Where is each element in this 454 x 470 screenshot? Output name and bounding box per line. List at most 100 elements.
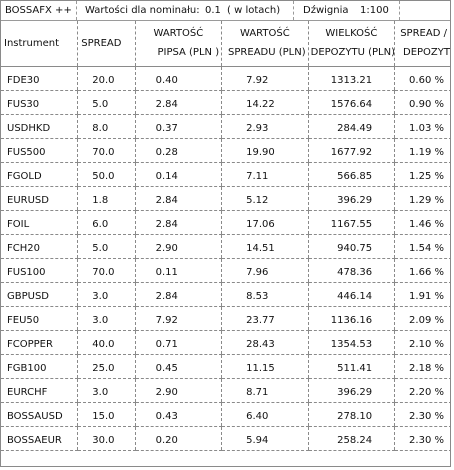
cell-pip-value: 2.84 [134,282,222,307]
cell-instrument: USDHKD [1,114,78,139]
cell-pip-value: 0.45 [134,354,222,379]
cell-deposit: 1136.16 [307,306,395,331]
column-header-instrument: Instrument [1,21,78,67]
cell-spread-value: 19.90 [221,138,309,163]
cell-instrument: FEU50 [1,306,78,331]
cell-instrument: FGOLD [1,162,78,187]
table-row: FDE30 20.0 0.40 7.92 1313.21 0.60 % [1,66,450,91]
cell-spread: 6.0 [77,210,136,235]
table-row: FUS30 5.0 2.84 14.22 1576.64 0.90 % [1,90,450,115]
cell-spread-value: 5.12 [221,186,309,211]
cell-spread-value: 5.94 [221,426,309,451]
cell-deposit: 446.14 [307,282,395,307]
cell-pip-value: 0.11 [134,258,222,283]
table-row: EURUSD 1.8 2.84 5.12 396.29 1.29 % [1,186,450,211]
cell-spread: 1.8 [77,186,136,211]
cell-spread-value: 8.71 [221,378,309,403]
cell-deposit: 1354.53 [307,330,395,355]
table-header-row: Instrument SPREAD WARTOŚĆ PIPSA (PLN ) W… [1,21,450,67]
column-header-pip-value: WARTOŚĆ PIPSA (PLN ) [134,21,222,67]
cell-spread-deposit-ratio: 0.60 % [394,66,450,91]
table-row: FUS100 70.0 0.11 7.96 478.36 1.66 % [1,258,450,283]
cell-spread-deposit-ratio: 2.20 % [394,378,450,403]
table-body: FDE30 20.0 0.40 7.92 1313.21 0.60 % FUS30 5.0 2.… [1,66,450,451]
cell-spread: 3.0 [77,378,136,403]
cell-spread-deposit-ratio: 1.25 % [394,162,450,187]
cell-instrument: BOSSAUSD [1,402,78,427]
cell-deposit: 278.10 [307,402,395,427]
cell-deposit: 396.29 [307,186,395,211]
divider [399,1,400,20]
cell-spread: 3.0 [77,282,136,307]
table-row: FCOPPER 40.0 0.71 28.43 1354.53 2.10 % [1,330,450,355]
cell-instrument: FUS30 [1,90,78,115]
nominal-label: Wartości dla nominału: [85,5,200,16]
cell-instrument: FUS500 [1,138,78,163]
cell-deposit: 1313.21 [307,66,395,91]
divider [76,1,77,20]
cell-spread: 70.0 [77,258,136,283]
leverage-label: Dźwignia [303,5,349,16]
cell-spread-value: 7.92 [221,66,309,91]
cell-pip-value: 2.84 [134,90,222,115]
app-name: BOSSAFX ++ [5,5,72,16]
cell-instrument: FOIL [1,210,78,235]
nominal-unit: ( w lotach) [227,5,281,16]
settings-bar: BOSSAFX ++ Wartości dla nominału: 0.1 ( … [1,1,450,21]
cell-deposit: 1576.64 [307,90,395,115]
table-row: FOIL 6.0 2.84 17.06 1167.55 1.46 % [1,210,450,235]
table-row: FGOLD 50.0 0.14 7.11 566.85 1.25 % [1,162,450,187]
cell-instrument: EURUSD [1,186,78,211]
cell-deposit: 940.75 [307,234,395,259]
instrument-spread-table: Instrument SPREAD WARTOŚĆ PIPSA (PLN ) W… [1,21,450,451]
cell-spread-deposit-ratio: 1.66 % [394,258,450,283]
column-header-spread: SPREAD [77,21,136,67]
cell-spread-deposit-ratio: 2.30 % [394,402,450,427]
column-header-deposit: WIELKOŚĆ DEPOZYTU (PLN) [307,21,395,67]
cell-spread: 50.0 [77,162,136,187]
cell-spread-deposit-ratio: 1.46 % [394,210,450,235]
cell-instrument: FGB100 [1,354,78,379]
cell-spread-deposit-ratio: 1.03 % [394,114,450,139]
cell-spread: 5.0 [77,234,136,259]
cell-spread: 30.0 [77,426,136,451]
table-row: FEU50 3.0 7.92 23.77 1136.16 2.09 % [1,306,450,331]
table-row: FUS500 70.0 0.28 19.90 1677.92 1.19 % [1,138,450,163]
table-row: BOSSAEUR 30.0 0.20 5.94 258.24 2.30 % [1,426,450,451]
cell-spread-deposit-ratio: 2.18 % [394,354,450,379]
cell-instrument: EURCHF [1,378,78,403]
cell-pip-value: 0.37 [134,114,222,139]
cell-deposit: 1677.92 [307,138,395,163]
table-row: EURCHF 3.0 2.90 8.71 396.29 2.20 % [1,378,450,403]
leverage-value: 1:100 [360,5,389,16]
cell-spread-value: 8.53 [221,282,309,307]
cell-spread-deposit-ratio: 1.19 % [394,138,450,163]
cell-spread: 8.0 [77,114,136,139]
cell-pip-value: 0.14 [134,162,222,187]
cell-instrument: FUS100 [1,258,78,283]
cell-spread-deposit-ratio: 2.09 % [394,306,450,331]
cell-spread: 15.0 [77,402,136,427]
cell-pip-value: 0.71 [134,330,222,355]
cell-pip-value: 2.84 [134,210,222,235]
cell-deposit: 1167.55 [307,210,395,235]
cell-instrument: FCOPPER [1,330,78,355]
column-header-spread-deposit-ratio: SPREAD / DEPOZYT [394,21,450,67]
cell-pip-value: 0.43 [134,402,222,427]
cell-instrument: FDE30 [1,66,78,91]
cell-pip-value: 0.20 [134,426,222,451]
cell-deposit: 566.85 [307,162,395,187]
table-row: BOSSAUSD 15.0 0.43 6.40 278.10 2.30 % [1,402,450,427]
cell-deposit: 478.36 [307,258,395,283]
cell-pip-value: 0.28 [134,138,222,163]
cell-deposit: 396.29 [307,378,395,403]
divider [293,1,294,20]
column-header-spread-value: WARTOŚĆ SPREADU (PLN) [221,21,309,67]
cell-spread-deposit-ratio: 1.29 % [394,186,450,211]
cell-deposit: 284.49 [307,114,395,139]
table-row: GBPUSD 3.0 2.84 8.53 446.14 1.91 % [1,282,450,307]
cell-spread-value: 2.93 [221,114,309,139]
table-row: USDHKD 8.0 0.37 2.93 284.49 1.03 % [1,114,450,139]
cell-spread-value: 14.22 [221,90,309,115]
